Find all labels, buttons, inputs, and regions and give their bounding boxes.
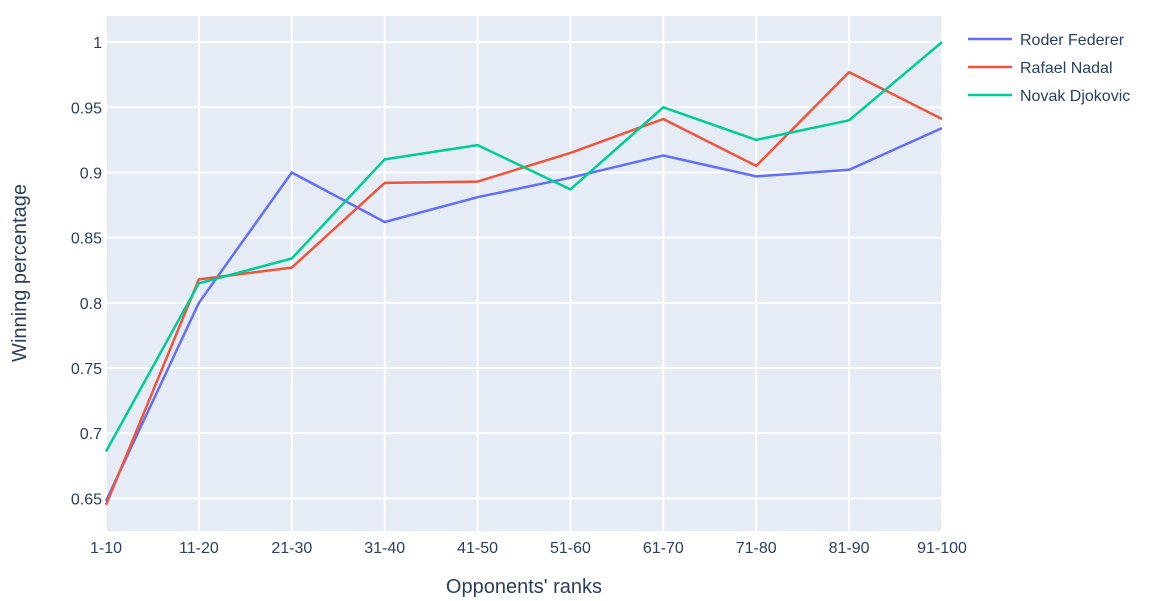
- y-tick-label: 0.85: [71, 231, 102, 248]
- x-tick-label: 91-100: [917, 540, 967, 557]
- y-tick-label: 0.95: [71, 100, 102, 117]
- legend-item-1[interactable]: Rafael Nadal: [968, 60, 1113, 77]
- x-axis-title: Opponents' ranks: [446, 576, 602, 598]
- x-tick-label: 51-60: [550, 540, 591, 557]
- x-tick-label: 41-50: [457, 540, 498, 557]
- legend-item-2[interactable]: Novak Djokovic: [968, 88, 1130, 105]
- y-tick-label: 1: [93, 35, 102, 52]
- legend-label: Roder Federer: [1020, 32, 1125, 49]
- series-lines: [104, 41, 943, 506]
- x-tick-label: 71-80: [736, 540, 777, 557]
- x-tick-label: 11-20: [179, 540, 219, 557]
- series-line-2: [104, 41, 943, 453]
- x-axis-ticks: 1-10 11-20 21-30 31-40 41-50 51-60 61-70 71-80 8…: [90, 540, 967, 557]
- x-tick-label: 81-90: [829, 540, 870, 557]
- y-tick-label: 0.9: [80, 165, 102, 182]
- x-tick-label: 21-30: [271, 540, 312, 557]
- y-tick-label: 0.7: [80, 426, 102, 443]
- y-tick-label: 0.8: [80, 296, 102, 313]
- y-axis-title: Winning percentage: [9, 184, 31, 362]
- y-axis-ticks: 0.65 0.7 0.75 0.8 0.85 0.9 0.95 1: [71, 35, 102, 508]
- y-tick-label: 0.65: [71, 491, 102, 508]
- series-line-0: [104, 126, 943, 502]
- legend-label: Rafael Nadal: [1020, 60, 1113, 77]
- legend[interactable]: Roder Federer Rafael Nadal Novak Djokovic: [968, 32, 1130, 105]
- grid: [105, 16, 943, 531]
- x-tick-label: 61-70: [643, 540, 684, 557]
- legend-label: Novak Djokovic: [1020, 88, 1130, 105]
- legend-item-0[interactable]: Roder Federer: [968, 32, 1125, 49]
- y-tick-label: 0.75: [71, 361, 102, 378]
- x-tick-label: 31-40: [364, 540, 405, 557]
- x-tick-label: 1-10: [90, 540, 122, 557]
